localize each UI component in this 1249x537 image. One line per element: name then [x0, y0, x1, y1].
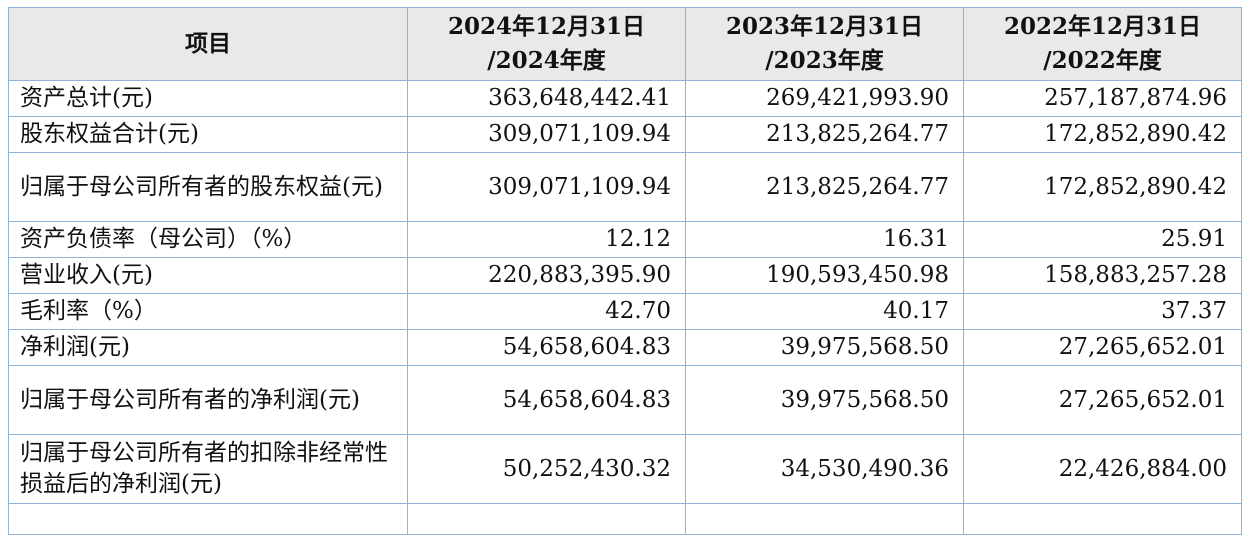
value-2023: 213,825,264.77 — [685, 152, 964, 222]
value-2023: 269,421,993.90 — [685, 80, 964, 117]
header-2023-date: 2023年12月31日 — [725, 13, 924, 40]
table-row: 归属于母公司所有者的股东权益(元) 309,071,109.94 213,825… — [8, 152, 1242, 222]
value-2022: 27,265,652.01 — [963, 329, 1242, 366]
value-2022: 158,883,257.28 — [963, 257, 1242, 294]
row-label: 归属于母公司所有者的扣除非经常性损益后的净利润(元) — [8, 434, 408, 504]
value-2024: 42.70 — [407, 293, 686, 330]
row-label-cut-off — [8, 503, 408, 535]
table-header-row: 项目 2024年12月31日 /2024年度 2023年12月31日 /2023… — [8, 7, 1242, 81]
header-2024-date: 2024年12月31日 — [447, 13, 646, 40]
row-label: 净利润(元) — [8, 329, 408, 366]
header-2024: 2024年12月31日 /2024年度 — [407, 7, 686, 81]
value-2024: 363,648,442.41 — [407, 80, 686, 117]
value-2024: 220,883,395.90 — [407, 257, 686, 294]
value-2024: 309,071,109.94 — [407, 116, 686, 153]
value-2024: 12.12 — [407, 221, 686, 258]
value-2023: 16.31 — [685, 221, 964, 258]
value-2022: 172,852,890.42 — [963, 116, 1242, 153]
value-2023: 213,825,264.77 — [685, 116, 964, 153]
value-2024: 54,658,604.83 — [407, 365, 686, 435]
table-row: 资产总计(元) 363,648,442.41 269,421,993.90 25… — [8, 80, 1242, 117]
row-label: 资产总计(元) — [8, 80, 408, 117]
header-2023-period: /2023年度 — [765, 47, 884, 74]
row-label: 股东权益合计(元) — [8, 116, 408, 153]
value-2022: 27,265,652.01 — [963, 365, 1242, 435]
value-2023: 39,975,568.50 — [685, 365, 964, 435]
table-row: 毛利率（%） 42.70 40.17 37.37 — [8, 293, 1242, 330]
table-row-cut-off — [8, 503, 1242, 535]
header-item: 项目 — [8, 7, 408, 81]
value-2024: 309,071,109.94 — [407, 152, 686, 222]
value-2022: 257,187,874.96 — [963, 80, 1242, 117]
table-row: 归属于母公司所有者的扣除非经常性损益后的净利润(元) 50,252,430.32… — [8, 434, 1242, 504]
table-row: 净利润(元) 54,658,604.83 39,975,568.50 27,26… — [8, 329, 1242, 366]
header-2023: 2023年12月31日 /2023年度 — [685, 7, 964, 81]
value-2022: 37.37 — [963, 293, 1242, 330]
table-row: 营业收入(元) 220,883,395.90 190,593,450.98 15… — [8, 257, 1242, 294]
value-2024: 54,658,604.83 — [407, 329, 686, 366]
value-2022-cut-off — [963, 503, 1242, 535]
value-2023: 34,530,490.36 — [685, 434, 964, 504]
header-item-label: 项目 — [185, 30, 231, 57]
row-label: 资产负债率（母公司）（%） — [8, 221, 408, 258]
value-2024: 50,252,430.32 — [407, 434, 686, 504]
row-label: 毛利率（%） — [8, 293, 408, 330]
value-2024-cut-off — [407, 503, 686, 535]
table-row: 股东权益合计(元) 309,071,109.94 213,825,264.77 … — [8, 116, 1242, 153]
value-2022: 22,426,884.00 — [963, 434, 1242, 504]
value-2023: 40.17 — [685, 293, 964, 330]
value-2022: 25.91 — [963, 221, 1242, 258]
header-2022-date: 2022年12月31日 — [1003, 13, 1202, 40]
value-2022: 172,852,890.42 — [963, 152, 1242, 222]
table-row: 归属于母公司所有者的净利润(元) 54,658,604.83 39,975,56… — [8, 365, 1242, 435]
header-2022-period: /2022年度 — [1043, 47, 1162, 74]
row-label: 归属于母公司所有者的股东权益(元) — [8, 152, 408, 222]
table-row: 资产负债率（母公司）（%） 12.12 16.31 25.91 — [8, 221, 1242, 258]
header-2024-period: /2024年度 — [487, 47, 606, 74]
financial-summary-table: 项目 2024年12月31日 /2024年度 2023年12月31日 /2023… — [8, 7, 1242, 535]
value-2023-cut-off — [685, 503, 964, 535]
value-2023: 39,975,568.50 — [685, 329, 964, 366]
value-2023: 190,593,450.98 — [685, 257, 964, 294]
row-label: 营业收入(元) — [8, 257, 408, 294]
row-label: 归属于母公司所有者的净利润(元) — [8, 365, 408, 435]
header-2022: 2022年12月31日 /2022年度 — [963, 7, 1242, 81]
